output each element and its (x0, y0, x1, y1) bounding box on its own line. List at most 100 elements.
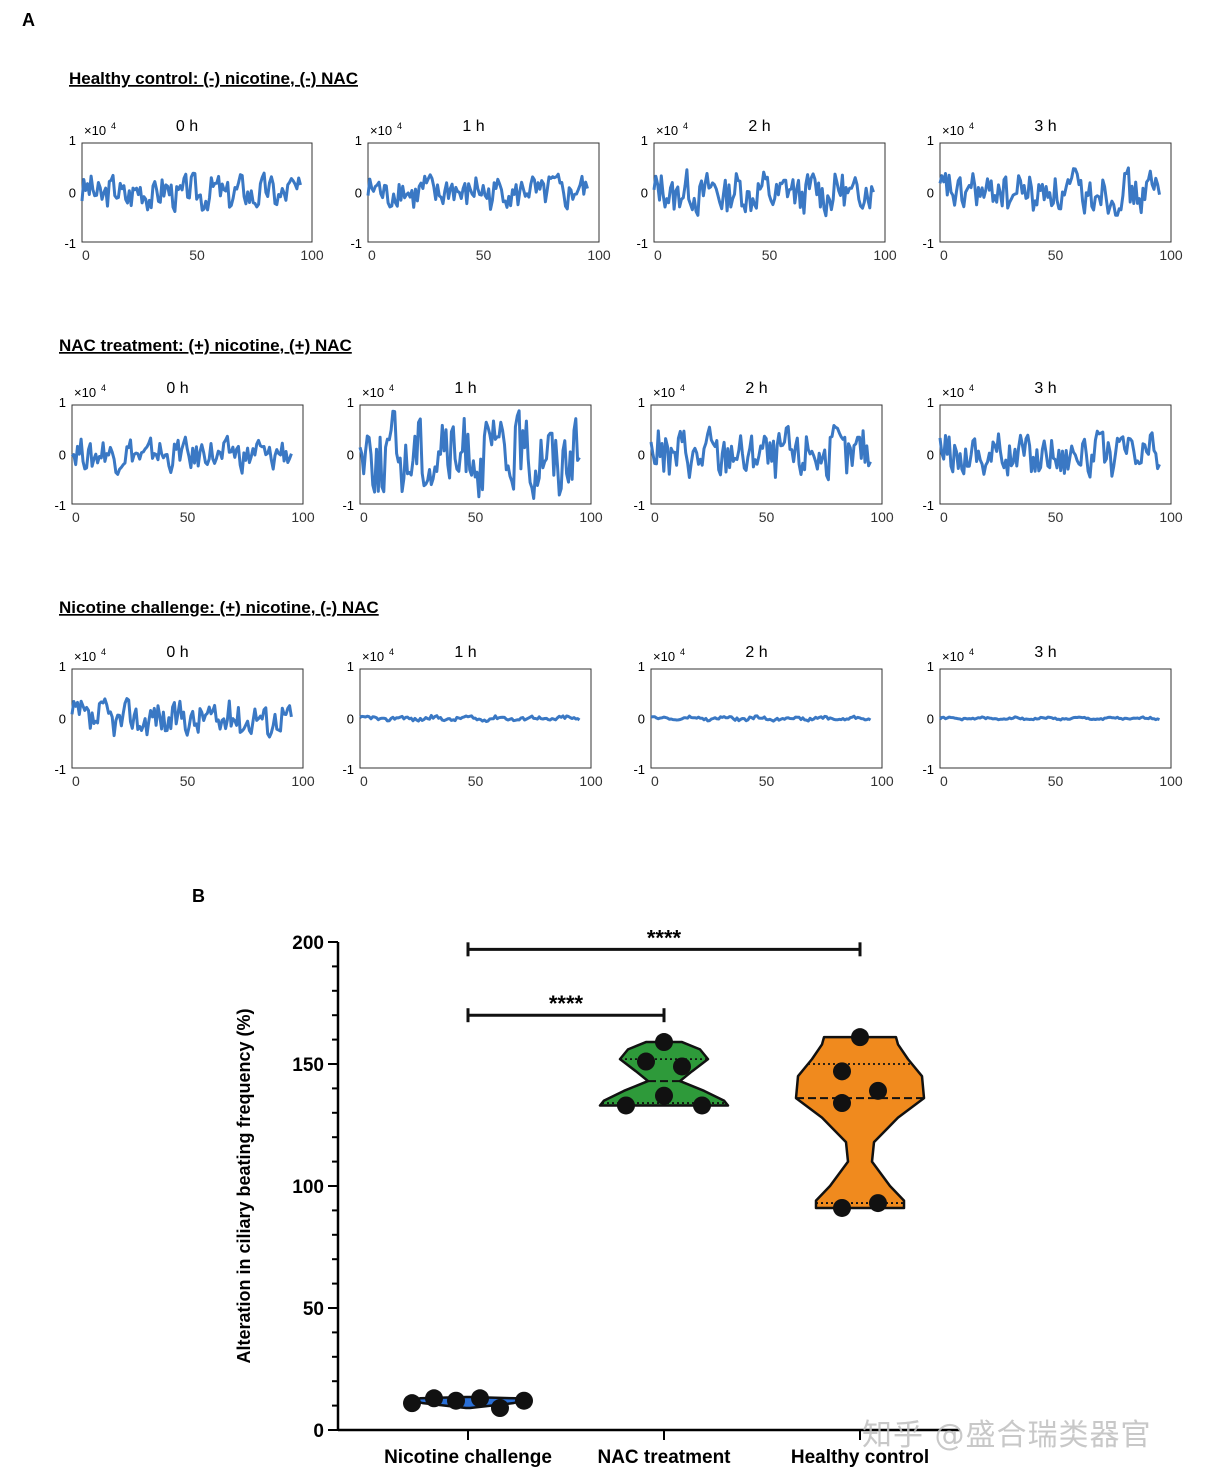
y-tick-label: 50 (303, 1299, 324, 1320)
x-tick-label: 0 (72, 773, 80, 789)
subplot-time-label: 0 h (176, 118, 198, 135)
data-point (655, 1086, 673, 1105)
subplot-time-label: 0 h (166, 380, 188, 397)
y-tick-label: -1 (54, 498, 66, 513)
y-tick-label: 0 (69, 186, 76, 201)
y-tick-label: 1 (355, 133, 362, 148)
subplot-time-label: 2 h (748, 118, 770, 135)
subplot-frame (71, 668, 304, 769)
scale-multiplier: ×10 (362, 649, 384, 664)
row-title: Healthy control: (-) nicotine, (-) NAC (69, 69, 358, 88)
scale-multiplier: ×10 (362, 385, 384, 400)
data-point (851, 1028, 869, 1047)
scale-multiplier: ×10 (942, 649, 964, 664)
x-tick-label: 50 (1048, 773, 1064, 789)
x-tick-label: 0 (940, 247, 948, 263)
subplot-time-label: 2 h (745, 380, 767, 397)
x-tick-label: 50 (1048, 509, 1064, 525)
x-tick-label: 50 (1048, 247, 1064, 263)
x-tick-label: 50 (468, 773, 484, 789)
panel-a-traces: Healthy control: (-) nicotine, (-) NAC 0 … (54, 69, 1182, 789)
x-tick-label: 100 (291, 509, 315, 525)
y-tick-label: -1 (54, 762, 66, 777)
scale-multiplier: ×10 (653, 649, 675, 664)
x-tick-label: 50 (180, 509, 196, 525)
y-tick-label: 0 (927, 712, 934, 727)
signal-trace (70, 434, 293, 476)
signal-trace (938, 429, 1161, 479)
row-title: NAC treatment: (+) nicotine, (+) NAC (59, 336, 352, 355)
subplot-frame (650, 404, 883, 505)
panel-b-violin-chart: 0 50 100 150 200 Alteration in ciliary beatin… (234, 925, 960, 1468)
x-tick-label: 50 (759, 773, 775, 789)
x-tick-label: 0 (82, 247, 90, 263)
y-axis-title: Alteration in ciliary beating frequency … (234, 1008, 254, 1363)
violin-shape (794, 1035, 926, 1210)
y-tick-label: 1 (927, 659, 934, 674)
signal-trace (366, 172, 589, 211)
x-tick-label: 100 (579, 773, 603, 789)
scale-multiplier: ×10 (84, 123, 106, 138)
y-tick-label: -1 (922, 762, 934, 777)
x-tick-label: 50 (468, 509, 484, 525)
data-point (693, 1096, 711, 1115)
y-tick-label: 1 (69, 133, 76, 148)
x-tick-label: 0 (651, 773, 659, 789)
subplot-time-label: 1 h (454, 380, 476, 397)
scale-exponent: 4 (969, 383, 974, 393)
y-tick-label: 0 (638, 712, 645, 727)
x-tick-label: 50 (762, 247, 778, 263)
x-category-label: Healthy control (791, 1447, 929, 1468)
x-tick-label: 100 (579, 509, 603, 525)
scale-exponent: 4 (389, 647, 394, 657)
data-point (833, 1094, 851, 1113)
signal-trace (939, 715, 1161, 722)
scale-exponent: 4 (397, 121, 402, 131)
x-tick-label: 100 (291, 773, 315, 789)
scale-multiplier: ×10 (942, 123, 964, 138)
x-tick-label: 50 (759, 509, 775, 525)
signal-trace (358, 409, 581, 500)
scale-exponent: 4 (969, 647, 974, 657)
y-tick-label: 0 (347, 448, 354, 463)
y-tick-label: 0 (638, 448, 645, 463)
x-tick-label: 50 (189, 247, 205, 263)
subplot-frame (650, 668, 883, 769)
x-tick-label: 0 (360, 509, 368, 525)
subplot-time-label: 3 h (1034, 118, 1056, 135)
signal-trace (70, 697, 293, 739)
scale-multiplier: ×10 (370, 123, 392, 138)
y-tick-label: 100 (292, 1177, 324, 1198)
y-tick-label: 0 (641, 186, 648, 201)
data-point (655, 1033, 673, 1052)
y-tick-label: 1 (59, 395, 66, 410)
significance-stars: **** (549, 991, 584, 1016)
y-tick-label: -1 (350, 236, 362, 251)
subplot-time-label: 1 h (462, 118, 484, 135)
row-title: Nicotine challenge: (+) nicotine, (-) NA… (59, 598, 379, 617)
scale-exponent: 4 (969, 121, 974, 131)
y-tick-label: 0 (927, 448, 934, 463)
subplot-time-label: 1 h (454, 644, 476, 661)
x-category-label: Nicotine challenge (384, 1447, 552, 1468)
y-tick-label: 1 (641, 133, 648, 148)
x-tick-label: 0 (940, 509, 948, 525)
subplot-frame (359, 404, 592, 505)
x-tick-label: 50 (180, 773, 196, 789)
significance-stars: **** (647, 925, 682, 950)
y-tick-label: 1 (638, 395, 645, 410)
x-category-label: NAC treatment (597, 1447, 731, 1468)
y-tick-label: 1 (347, 395, 354, 410)
violin-shape (598, 1040, 730, 1107)
scale-multiplier: ×10 (653, 385, 675, 400)
data-point (833, 1198, 851, 1217)
scale-exponent: 4 (683, 121, 688, 131)
scale-exponent: 4 (111, 121, 116, 131)
x-tick-label: 100 (300, 247, 324, 263)
y-tick-label: 0 (313, 1421, 324, 1442)
signal-trace (649, 424, 872, 482)
x-tick-label: 0 (368, 247, 376, 263)
watermark: 知乎 @盛合瑞类器官 (862, 1418, 1152, 1453)
scale-exponent: 4 (101, 647, 106, 657)
